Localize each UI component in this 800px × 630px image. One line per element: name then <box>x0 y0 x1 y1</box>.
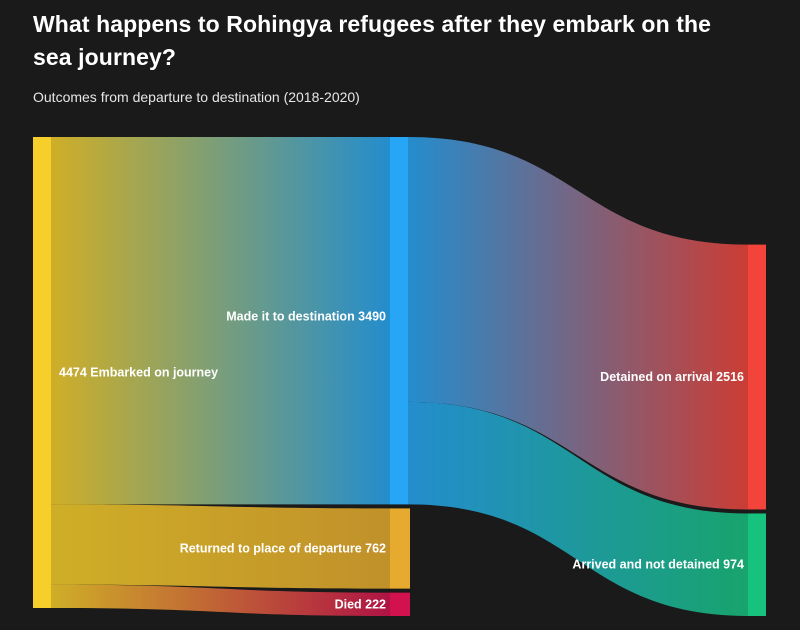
node-label-detained: Detained on arrival 2516 <box>600 370 744 384</box>
node-label-arrived: Arrived and not detained 974 <box>572 558 744 572</box>
sankey-links <box>51 137 748 616</box>
node-made_it <box>390 137 408 505</box>
chart-title: What happens to Rohingya refugees after … <box>33 11 712 70</box>
sankey-labels: 4474 Embarked on journey Made it to desti… <box>59 310 744 612</box>
node-label-died: Died 222 <box>335 597 386 611</box>
link-embarked-to-died <box>51 584 390 616</box>
node-label-made_it: Made it to destination 3490 <box>226 310 386 324</box>
node-label-returned: Returned to place of departure 762 <box>180 542 386 556</box>
node-detained <box>748 244 766 510</box>
link-embarked-to-made_it <box>51 137 390 505</box>
sankey-nodes <box>33 137 766 616</box>
link-made_it-to-arrived <box>408 401 748 616</box>
chart-subtitle: Outcomes from departure to destination (… <box>33 89 360 105</box>
link-made_it-to-detained <box>408 137 748 510</box>
node-embarked <box>33 137 51 608</box>
node-died <box>390 592 410 616</box>
node-label-embarked: 4474 Embarked on journey <box>59 366 218 380</box>
link-embarked-to-returned <box>51 504 390 589</box>
node-returned <box>390 508 410 589</box>
node-arrived <box>748 513 766 616</box>
